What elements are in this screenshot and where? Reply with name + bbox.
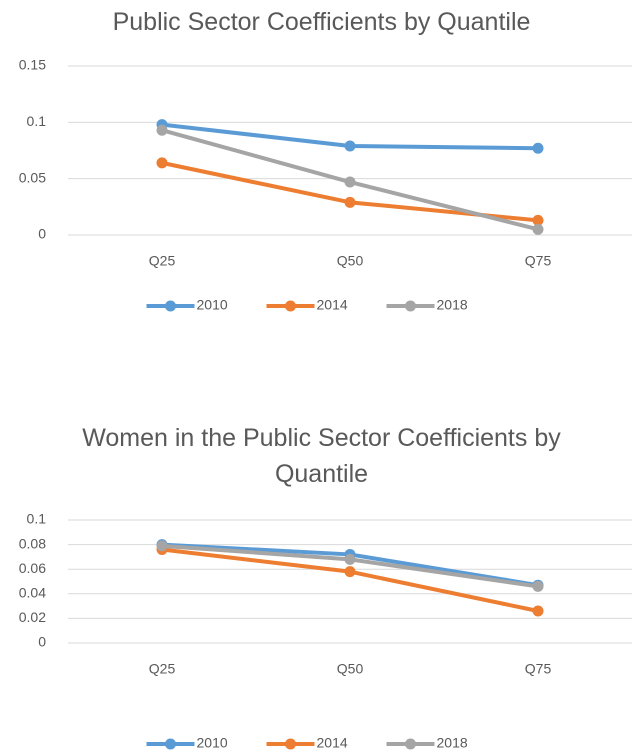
legend-marker	[285, 738, 296, 750]
data-point	[532, 580, 544, 592]
y-tick-label: 0	[38, 226, 46, 242]
data-point	[344, 140, 356, 152]
legend-marker	[285, 300, 296, 312]
y-tick-label: 0.02	[19, 609, 46, 625]
x-tick-label: Q75	[525, 253, 552, 269]
legend-label: 2018	[437, 297, 468, 313]
legend-marker	[405, 738, 416, 750]
chart: 0 0.05 0.1 0.15 Q25 Q50 Q75 2010 2014 2018	[19, 57, 632, 313]
data-point	[344, 176, 356, 188]
y-tick-label: 0.1	[27, 113, 47, 129]
y-tick-label: 0.05	[19, 169, 46, 185]
y-tick-label: 0	[38, 634, 46, 650]
data-point	[344, 566, 356, 578]
legend-label: 2018	[437, 735, 468, 751]
data-point	[532, 214, 544, 226]
legend-marker	[405, 300, 416, 312]
x-tick-label: Q25	[149, 661, 176, 677]
data-point	[532, 142, 544, 154]
y-tick-label: 0.06	[19, 560, 46, 576]
data-point	[156, 157, 168, 169]
data-point	[344, 196, 356, 208]
y-tick-label: 0.15	[19, 57, 46, 73]
x-tick-label: Q75	[525, 661, 552, 677]
data-point	[156, 540, 168, 552]
y-tick-label: 0.04	[19, 585, 46, 601]
y-tick-label: 0.08	[19, 535, 46, 551]
legend-marker	[165, 738, 176, 750]
legend-marker	[165, 300, 176, 312]
data-point	[532, 605, 544, 617]
legend-label: 2010	[197, 297, 228, 313]
chart-title: Public Sector Coefficients by Quantile	[112, 8, 531, 36]
data-point	[344, 553, 356, 565]
data-point	[156, 124, 168, 136]
y-tick-label: 0.1	[27, 511, 47, 527]
x-tick-label: Q25	[149, 253, 176, 269]
chart: 0 0.02 0.04 0.06 0.08 0.1 Q25 Q50 Q75 2010 2014 201…	[19, 511, 632, 751]
data-point	[532, 223, 544, 235]
legend-label: 2010	[197, 735, 228, 751]
legend-label: 2014	[317, 297, 348, 313]
x-tick-label: Q50	[337, 253, 364, 269]
legend-label: 2014	[317, 735, 348, 751]
x-tick-label: Q50	[337, 661, 364, 677]
chart-title: Women in the Public Sector Coefficients …	[82, 424, 561, 488]
series-line	[161, 160, 539, 223]
